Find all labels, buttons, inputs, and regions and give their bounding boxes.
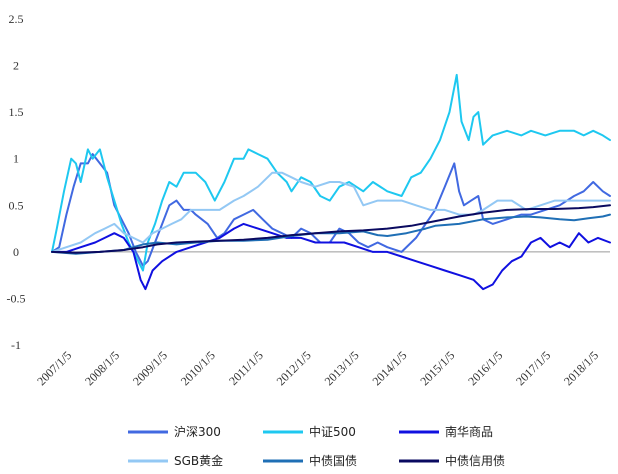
legend-label: 中债国债 (309, 453, 357, 468)
x-tick-label: 2014/1/5 (369, 348, 409, 388)
x-tick-label: 2018/1/5 (561, 348, 601, 388)
x-tick-label: 2013/1/5 (322, 348, 362, 388)
x-tick-label: 2012/1/5 (274, 348, 314, 388)
legend-item: 中证500 (263, 424, 356, 439)
legend-item: 中债信用债 (399, 453, 505, 468)
y-tick-label: 2 (13, 59, 19, 73)
x-tick-label: 2007/1/5 (34, 348, 74, 388)
series-line-中证500 (51, 73, 611, 272)
y-tick-label: -0.5 (7, 291, 26, 305)
legend-item: SGB黄金 (128, 453, 223, 468)
x-tick-label: 2017/1/5 (513, 348, 553, 388)
y-tick-label: 0 (13, 245, 19, 259)
series-lines (51, 73, 611, 291)
x-tick-label: 2011/1/5 (226, 348, 266, 388)
x-tick-label: 2009/1/5 (130, 348, 170, 388)
series-line-中债信用债 (51, 204, 611, 254)
y-tick-label: 2.5 (9, 12, 24, 26)
legend-label: 沪深300 (174, 425, 221, 439)
legend-item: 南华商品 (399, 424, 493, 439)
legend-item: 沪深300 (128, 425, 221, 439)
x-tick-label: 2015/1/5 (417, 348, 457, 388)
y-tick-label: 1.5 (9, 105, 24, 119)
y-axis: -1 -0.5 0 0.5 1 1.5 2 2.5 (7, 12, 26, 352)
legend-label: 中债信用债 (445, 453, 505, 468)
legend-label: 南华商品 (445, 424, 493, 439)
x-tick-label: 2010/1/5 (178, 348, 218, 388)
x-tick-label: 2016/1/5 (465, 348, 505, 388)
series-line-SGB黄金 (51, 171, 611, 253)
x-tick-label: 2008/1/5 (82, 348, 122, 388)
y-tick-label: 0.5 (9, 198, 24, 212)
y-tick-label: 1 (13, 152, 19, 166)
legend-item: 中债国债 (263, 453, 357, 468)
series-line-中债国债 (51, 213, 611, 255)
series-line-沪深300 (51, 153, 611, 267)
x-axis: 2007/1/5 2008/1/5 2009/1/5 2010/1/5 2011/1/5… (34, 251, 610, 388)
legend-label: 中证500 (309, 424, 356, 439)
legend-label: SGB黄金 (174, 453, 223, 468)
y-tick-label: -1 (11, 338, 21, 352)
series-line-南华商品 (51, 222, 611, 291)
legend: 沪深300 中证500 南华商品 SGB黄金 中债国债 中债信用债 (128, 424, 505, 468)
